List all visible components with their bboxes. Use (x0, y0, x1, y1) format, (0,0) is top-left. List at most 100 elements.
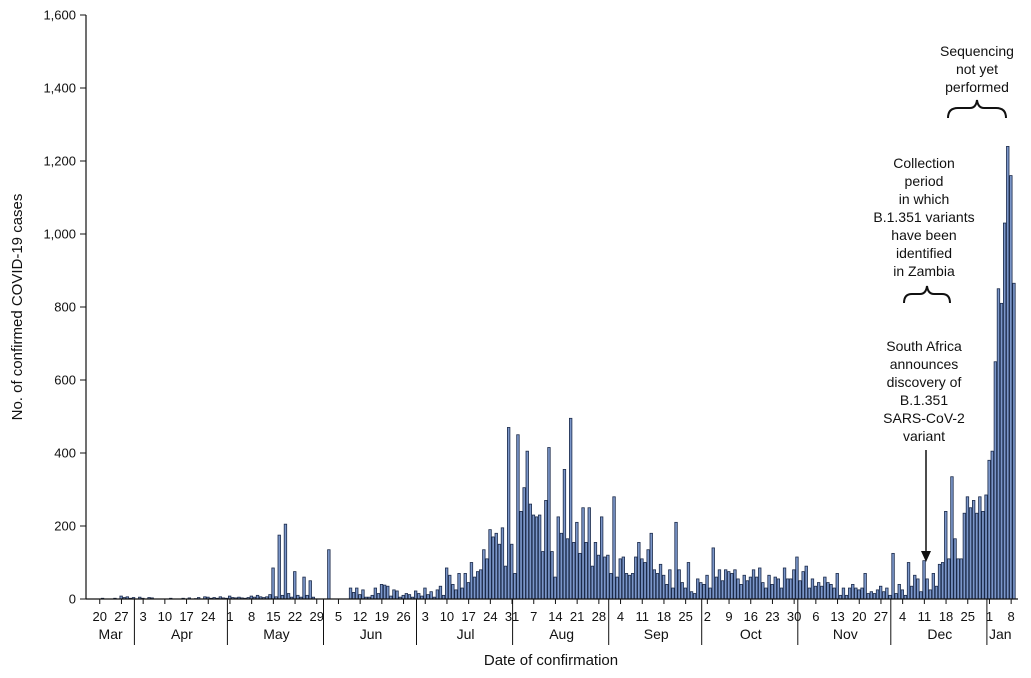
bar (885, 587, 889, 600)
bar (693, 593, 697, 600)
bar (522, 487, 526, 600)
annotation-line: in Zambia (893, 263, 955, 279)
annotation-line: announces (890, 356, 959, 372)
bar (286, 593, 291, 600)
bar (553, 576, 557, 600)
bar (689, 591, 694, 600)
bar (590, 565, 594, 600)
y-tick-label: 1,600 (43, 8, 76, 23)
bar (854, 587, 858, 600)
bar (776, 578, 780, 600)
bar (448, 574, 452, 600)
x-tick-label: 4 (617, 609, 624, 624)
bar (925, 578, 929, 600)
bar (683, 587, 687, 600)
bar (906, 562, 911, 600)
x-tick-label: 11 (636, 609, 650, 624)
bar (413, 590, 418, 600)
bar (457, 573, 461, 600)
bar (612, 496, 616, 600)
x-tick-label: 22 (288, 609, 302, 624)
bar (463, 573, 467, 600)
bar (643, 562, 647, 600)
bar (875, 589, 880, 600)
bar (674, 521, 678, 600)
bar (956, 558, 960, 600)
bar (900, 589, 904, 600)
x-tick-label: 6 (812, 609, 819, 624)
bar (801, 571, 805, 600)
bar (755, 576, 759, 600)
bar (1006, 145, 1010, 600)
bar (782, 567, 787, 600)
annotation-line: SARS-CoV-2 (883, 410, 965, 426)
bar (730, 573, 734, 600)
bar (268, 594, 272, 600)
bar (386, 585, 390, 600)
x-tick-label: 21 (570, 609, 584, 624)
x-tick-label: 13 (830, 609, 844, 624)
bar (739, 584, 743, 600)
x-tick-label: 24 (483, 609, 497, 624)
x-tick-label: 14 (548, 609, 562, 624)
bar (798, 580, 802, 600)
bar (538, 514, 542, 600)
bar (972, 500, 976, 600)
bar (727, 571, 731, 600)
bar (720, 580, 725, 600)
bar (627, 574, 632, 600)
bar (631, 573, 635, 600)
bar (302, 576, 306, 600)
month-label: Jan (989, 626, 1012, 642)
bar (792, 569, 796, 600)
x-tick-label: 16 (744, 609, 758, 624)
bar (621, 556, 625, 600)
bar (919, 591, 923, 600)
bar (355, 587, 359, 600)
bar (823, 576, 827, 600)
bar (373, 587, 378, 600)
y-tick-label: 1,200 (43, 154, 76, 169)
bar (742, 574, 746, 600)
bar (308, 580, 312, 600)
x-tick-label: 10 (440, 609, 454, 624)
x-tick-label: 31 (505, 609, 519, 624)
bar (475, 571, 480, 600)
x-tick-label: 19 (375, 609, 389, 624)
month-label: Apr (171, 626, 193, 642)
bar (376, 593, 381, 600)
bar (869, 591, 873, 600)
bar (711, 547, 715, 600)
bar (879, 585, 883, 600)
annotation-line: discovery of (887, 374, 962, 390)
bar (804, 565, 808, 600)
bar (485, 558, 489, 600)
bar (271, 567, 275, 600)
x-tick-label: 9 (725, 609, 732, 624)
bar (392, 589, 396, 600)
bar (779, 587, 784, 600)
bar (813, 585, 818, 600)
x-tick-label: 18 (657, 609, 671, 624)
bar (863, 573, 867, 600)
y-tick-label: 600 (54, 373, 76, 388)
bar (702, 584, 706, 600)
bar (600, 516, 604, 600)
sequencing-brace-icon (947, 99, 1007, 119)
bar (513, 573, 517, 600)
month-label: Mar (99, 626, 123, 642)
bar (680, 582, 684, 600)
bar (1009, 175, 1013, 600)
bar (646, 549, 650, 600)
annotation-line: in which (899, 191, 950, 207)
x-tick-label: 8 (248, 609, 255, 624)
y-tick-label: 200 (54, 519, 76, 534)
bar (609, 573, 613, 600)
bar (677, 569, 681, 600)
bar (572, 542, 576, 600)
bar (550, 551, 554, 600)
bar (714, 576, 718, 600)
month-label: Dec (927, 626, 952, 642)
bar (928, 589, 932, 600)
